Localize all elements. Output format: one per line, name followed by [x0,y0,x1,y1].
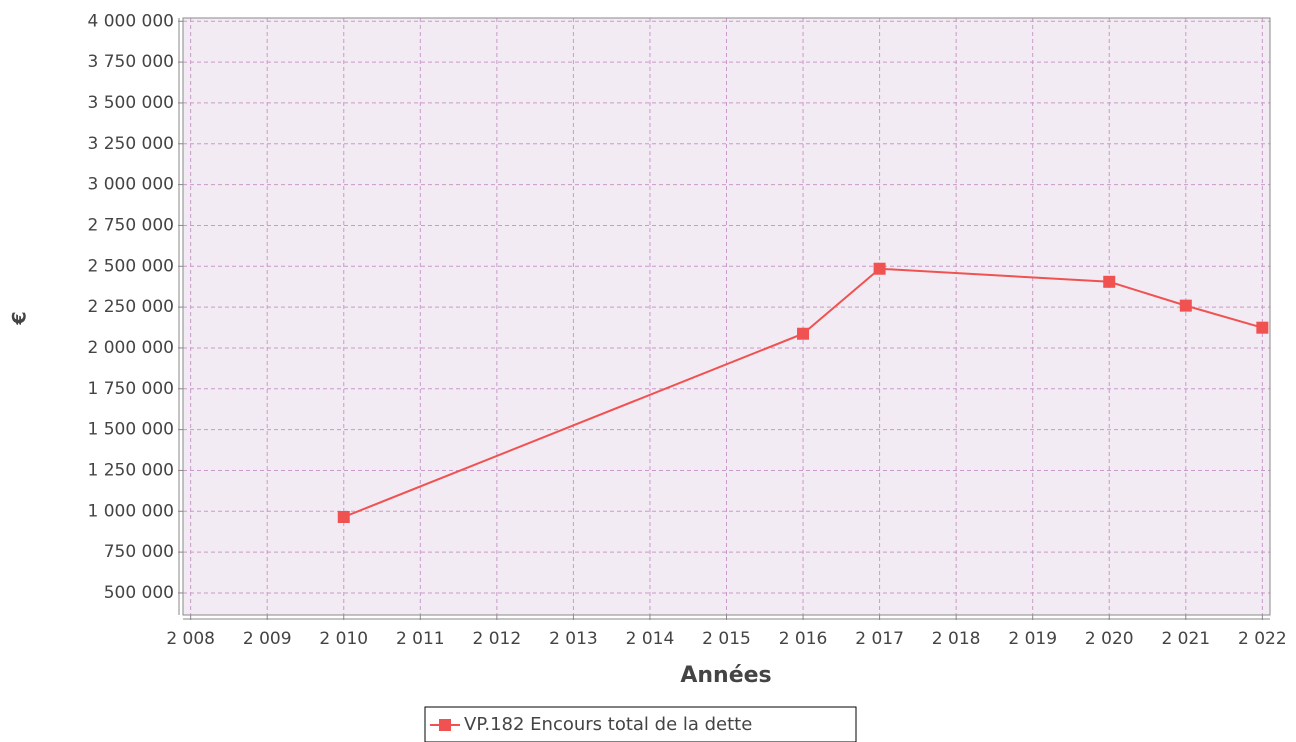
x-tick-label: 2 018 [932,629,981,649]
y-tick-label: 1 500 000 [87,420,174,440]
x-axis-label: Années [680,663,771,688]
x-tick-label: 2 014 [626,629,675,649]
y-tick-label: 2 500 000 [87,256,174,276]
point [1103,275,1116,288]
point [337,510,350,523]
y-tick-label: 2 000 000 [87,338,174,358]
y-axis-label: € [9,311,31,325]
y-tick-label: 1 000 000 [87,501,174,521]
x-tick-label: 2 019 [1008,629,1057,649]
legend [424,706,857,742]
point [1179,299,1192,312]
x-tick-label: 2 022 [1238,629,1287,649]
x-tick-label: 2 010 [319,629,368,649]
y-tick-label: 750 000 [104,542,174,562]
x-tick-label: 2 013 [549,629,598,649]
y-tick-label: 3 750 000 [87,52,174,72]
x-tick-label: 2 017 [855,629,904,649]
y-tick-label: 3 250 000 [87,134,174,154]
legend-marker [439,719,451,731]
x-tick-label: 2 020 [1085,629,1134,649]
y-tick-label: 2 750 000 [87,215,174,235]
plot-border [182,17,1271,616]
y-tick-label: 1 250 000 [87,460,174,480]
point [797,327,810,340]
legend-label: VP.182 Encours total de la dette [464,714,752,735]
y-tick-label: 4 000 000 [87,11,174,31]
x-tick-label: 2 021 [1161,629,1210,649]
y-tick-label: 3 500 000 [87,93,174,113]
y-tick-label: 3 000 000 [87,175,174,195]
y-tick-label: 500 000 [104,583,174,603]
x-tick-label: 2 008 [166,629,215,649]
series-line [343,267,1263,518]
x-tick-label: 2 011 [396,629,445,649]
x-tick-label: 2 009 [243,629,292,649]
point [873,262,886,275]
y-tick-label: 2 250 000 [87,297,174,317]
x-tick-label: 2 015 [702,629,751,649]
x-tick-label: 2 016 [779,629,828,649]
y-tick-label: 1 750 000 [87,379,174,399]
x-tick-label: 2 012 [473,629,522,649]
point [1256,321,1269,334]
